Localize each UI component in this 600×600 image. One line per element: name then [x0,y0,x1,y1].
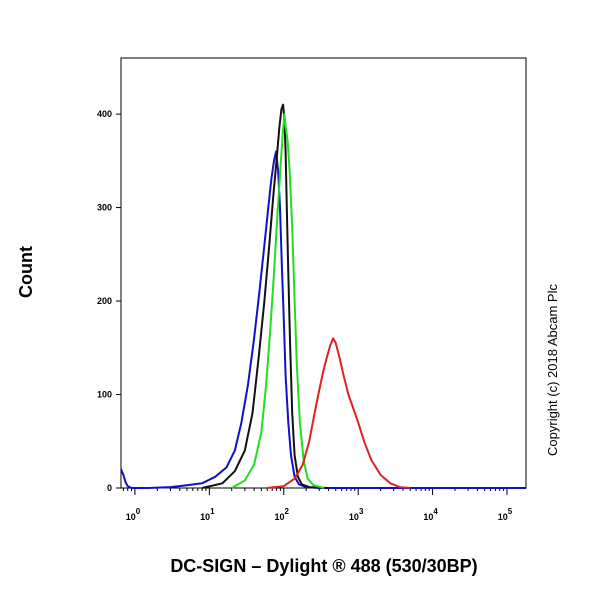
series-line-1 [120,150,526,489]
y-tick-label: 0 [107,483,112,493]
x-tick-label: 102 [275,507,290,522]
series-line-3 [231,113,325,489]
copyright-text: Copyright (c) 2018 Abcam Plc [545,284,560,456]
x-tick-label: 103 [349,507,364,522]
plot-frame [120,57,527,489]
series-line-2 [201,103,329,489]
y-tick-label: 400 [97,109,112,119]
y-tick-label: 200 [97,296,112,306]
series-lines [120,103,526,489]
x-tick-label: 100 [126,507,141,522]
x-axis-ticks: 100 101 102 103 104 105 [122,488,513,522]
y-axis-title: Count [16,246,36,298]
y-axis-ticks: 0 100 200 300 400 [97,109,121,493]
y-tick-label: 300 [97,203,112,213]
series-line-4 [267,337,411,489]
x-axis-title: DC-SIGN – Dylight ® 488 (530/30BP) [170,556,477,576]
x-tick-label: 104 [423,507,438,522]
x-tick-label: 105 [498,507,513,522]
x-tick-label: 101 [200,507,215,522]
y-tick-label: 100 [97,390,112,400]
